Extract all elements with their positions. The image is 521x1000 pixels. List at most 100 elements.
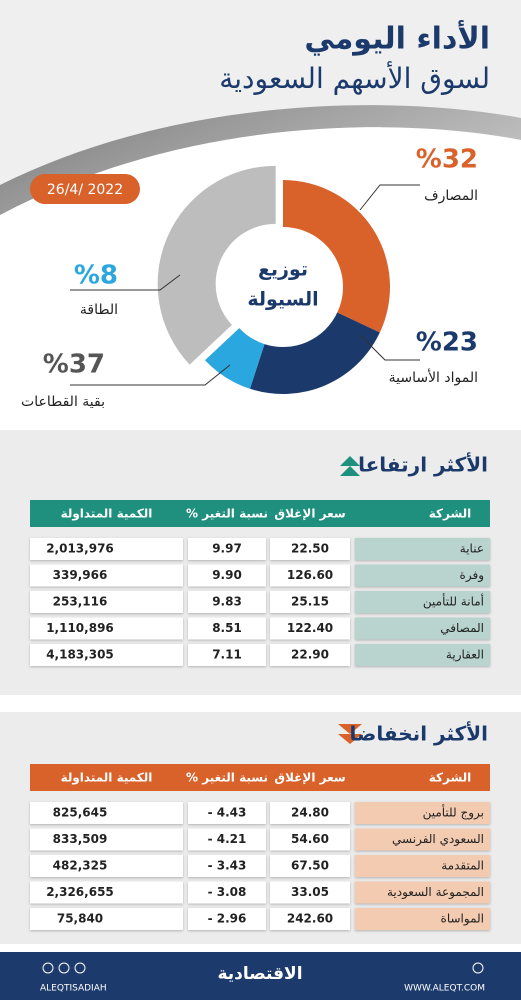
cell-value: 2,013,976 [46, 542, 114, 556]
cell [355, 617, 490, 640]
footer [0, 952, 521, 1000]
cell-value: 75,840 [57, 912, 103, 926]
social-icon [74, 962, 86, 974]
cell [188, 617, 266, 640]
header-band-light [0, 0, 521, 185]
value-label: %8 [74, 261, 118, 291]
web-icon [472, 962, 484, 974]
cell [30, 802, 183, 824]
donut-segment [283, 180, 390, 333]
cell [355, 802, 490, 824]
cell [355, 644, 490, 666]
cell [355, 881, 490, 904]
cell [270, 591, 350, 613]
donut-segment [249, 312, 380, 394]
header-cell: نسبة التغير % [186, 771, 268, 785]
cell-value: 9.83 [212, 595, 242, 609]
cell-value: - 3.43 [208, 859, 247, 873]
cell [188, 908, 266, 930]
footer-brand: الاقتصادية [217, 964, 302, 984]
cell [270, 802, 350, 824]
cell-value: - 4.21 [208, 832, 247, 846]
cell [188, 881, 266, 904]
company-name: المصافي [440, 621, 484, 635]
cell [30, 881, 183, 904]
header-cell: الكمية المتداولة [61, 507, 153, 522]
center-label: توزيع [258, 259, 308, 281]
cell [188, 855, 266, 877]
down-icon [338, 724, 362, 734]
cell-value: 8.51 [212, 621, 242, 635]
cell [355, 564, 490, 587]
company-name: السعودي الفرنسي [392, 832, 484, 847]
header-cell: سعر الإغلاق [274, 771, 345, 785]
donut-segment [205, 328, 265, 389]
cell [270, 881, 350, 904]
company-name: المتقدمة [441, 859, 484, 873]
cell [30, 591, 183, 613]
cell [188, 538, 266, 560]
company-name: أمانة للتأمين [423, 593, 484, 610]
donut-segment [157, 165, 276, 365]
table-header [30, 500, 490, 527]
section-title: الأكثر انخفاضا [350, 721, 488, 746]
header-cell: الشركة [429, 771, 472, 785]
cell [270, 828, 350, 851]
cell [30, 828, 183, 851]
cell [188, 828, 266, 851]
falling-section [0, 712, 521, 944]
cell [355, 855, 490, 877]
cell [270, 908, 350, 930]
cell-value: - 2.96 [208, 912, 247, 926]
table-header [30, 764, 490, 791]
up-icon [340, 456, 360, 466]
cell-value: 242.60 [287, 912, 333, 926]
cell-value: 9.97 [212, 542, 242, 556]
header-cell: الشركة [429, 507, 472, 521]
section-title: الأكثر ارتفاعا [358, 452, 488, 477]
cell [188, 564, 266, 587]
down-icon [338, 734, 362, 744]
leader-lines [70, 184, 420, 386]
title: الأداء اليومي [304, 20, 490, 57]
cell [270, 538, 350, 560]
value-label: %32 [416, 145, 478, 175]
social-icon [58, 962, 70, 974]
cell [270, 644, 350, 666]
cell [188, 802, 266, 824]
cell-value: 33.05 [291, 885, 329, 899]
subtitle: لسوق الأسهم السعودية [219, 60, 490, 95]
category-label: بقية القطاعات [21, 394, 105, 410]
cell [355, 538, 490, 560]
category-label: المواد الأساسية [389, 368, 478, 386]
cell-value: 24.80 [291, 806, 329, 820]
header-cell: نسبة التغير % [186, 507, 268, 521]
company-name: العقارية [446, 648, 484, 663]
company-name: وفرة [460, 568, 484, 583]
company-name: بروج للتأمين [423, 804, 484, 821]
cell [188, 591, 266, 613]
cell-value: 482,325 [53, 859, 108, 873]
cell-value: 22.50 [291, 542, 329, 556]
cell-value: 825,645 [53, 806, 108, 820]
cell-value: 339,966 [53, 568, 108, 582]
cell [355, 828, 490, 851]
cell-value: 833,509 [53, 832, 108, 846]
social-icon [42, 962, 54, 974]
cell [30, 538, 183, 560]
value-label: %37 [43, 350, 105, 380]
center-label: السيولة [247, 289, 318, 311]
cell-value: 253,116 [53, 595, 108, 609]
cell-value: 9.90 [212, 568, 242, 582]
cell-value: 7.11 [212, 648, 242, 662]
cell-value: 22.90 [291, 648, 329, 662]
date: 26/4/ 2022 [47, 182, 123, 198]
cell-value: 2,326,655 [46, 885, 114, 899]
header-cell: سعر الإغلاق [274, 507, 345, 521]
footer-site: WWW.ALEQT.COM [404, 984, 485, 994]
company-name: المجموعة السعودية [387, 885, 484, 900]
cell-value: 4,183,305 [46, 648, 114, 662]
company-name: عناية [460, 542, 484, 556]
cell-value: 54.60 [291, 832, 329, 846]
